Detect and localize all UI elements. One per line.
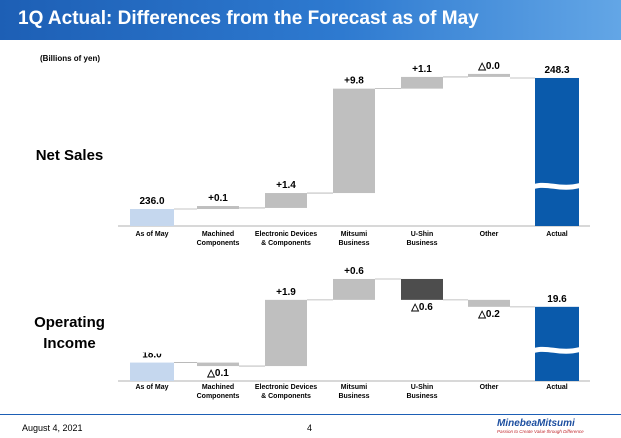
net-sales-value-delta-2: +1.4	[276, 180, 296, 191]
operating-income-break-mark-end	[534, 346, 580, 354]
operating-income-category-label-4-0: U-Shin	[411, 384, 434, 391]
footer-divider	[0, 414, 621, 415]
operating-income-bar-as-of-may	[130, 362, 174, 381]
net-sales-category-label-6-0: Actual	[546, 231, 567, 238]
net-sales-bar-actual	[535, 77, 579, 226]
net-sales-bar-delta-1	[197, 206, 239, 210]
net-sales-value-delta-1: +0.1	[208, 193, 228, 204]
net-sales-category-label-1-1: Components	[197, 240, 240, 247]
net-sales-category-label-0-0: As of May	[135, 231, 168, 238]
net-sales-value-as-of-may: 236.0	[139, 196, 164, 207]
footer-date: August 4, 2021	[22, 423, 83, 433]
net-sales-bar-delta-5	[468, 73, 510, 77]
operating-income-value-as-of-may: 18.0	[142, 350, 162, 361]
net-sales-category-label-3-0: Mitsumi	[341, 231, 368, 238]
operating-income-bar-delta-1	[197, 362, 239, 367]
operating-income-bar-delta-4	[401, 278, 443, 300]
operating-income-bar-delta-5	[468, 299, 510, 307]
operating-income-bar-actual	[535, 306, 579, 381]
page-title: 1Q Actual: Differences from the Forecast…	[18, 8, 479, 29]
operating-income-category-label-3-0: Mitsumi	[341, 384, 368, 391]
operating-income-bar-delta-3	[333, 278, 375, 300]
net-sales-bar-delta-2	[265, 193, 307, 208]
net-sales-bar-as-of-may	[130, 209, 174, 226]
operating-income-value-delta-5: △0.2	[477, 309, 500, 320]
logo-name: MinebeaMitsumi	[497, 418, 575, 429]
net-sales-category-label-5-0: Other	[480, 231, 499, 238]
net-sales-category-label-4-1: Business	[406, 240, 437, 247]
net-sales-value-actual: 248.3	[544, 65, 569, 76]
logo-slogan: Passion to Create Value through Differen…	[497, 429, 584, 434]
operating-income-category-label-2-1: & Components	[261, 393, 311, 400]
operating-income-value-delta-1: △0.1	[206, 368, 229, 379]
net-sales-label: Net Sales	[22, 145, 117, 166]
operating-income-label-line-2: Income	[43, 335, 96, 352]
net-sales-bar-delta-3	[333, 88, 375, 194]
net-sales-break-mark-end	[534, 182, 580, 190]
operating-income-value-delta-3: +0.6	[344, 266, 364, 277]
net-sales-value-delta-5: △0.0	[477, 61, 500, 72]
operating-income-value-delta-4: △0.6	[410, 302, 433, 313]
net-sales-label-line: Net Sales	[35, 147, 104, 164]
operating-income-category-label-1-1: Components	[197, 393, 240, 400]
operating-income-category-label-2-0: Electronic Devices	[255, 384, 317, 391]
operating-income-label-line-1: Operating	[34, 314, 105, 331]
net-sales-category-label-1-0: Machined	[202, 231, 234, 238]
net-sales-value-delta-4: +1.1	[412, 64, 432, 75]
operating-income-break-mark-start	[129, 346, 175, 354]
operating-income-category-label-3-1: Business	[338, 393, 369, 400]
net-sales-bar-delta-4	[401, 76, 443, 89]
net-sales-category-label-3-1: Business	[338, 240, 369, 247]
operating-income-category-label-1-0: Machined	[202, 384, 234, 391]
operating-income-category-label-4-1: Business	[406, 393, 437, 400]
company-logo: MinebeaMitsumi Passion to Create Value t…	[497, 418, 617, 436]
operating-income-category-label-0-0: As of May	[135, 384, 168, 391]
operating-income-category-label-5-0: Other	[480, 384, 499, 391]
net-sales-category-label-2-1: & Components	[261, 240, 311, 247]
operating-income-category-label-6-0: Actual	[546, 384, 567, 391]
operating-income-bar-delta-2	[265, 299, 307, 367]
net-sales-category-label-2-0: Electronic Devices	[255, 231, 317, 238]
title-bar: 1Q Actual: Differences from the Forecast…	[0, 0, 621, 40]
page-number: 4	[307, 423, 313, 433]
operating-income-value-delta-2: +1.9	[276, 287, 296, 298]
operating-income-label: Operating Income	[22, 312, 117, 354]
units-label: (Billions of yen)	[40, 54, 100, 63]
net-sales-break-mark-start	[129, 182, 175, 190]
net-sales-value-delta-3: +9.8	[344, 76, 364, 87]
operating-income-value-actual: 19.6	[547, 294, 567, 305]
net-sales-category-label-4-0: U-Shin	[411, 231, 434, 238]
